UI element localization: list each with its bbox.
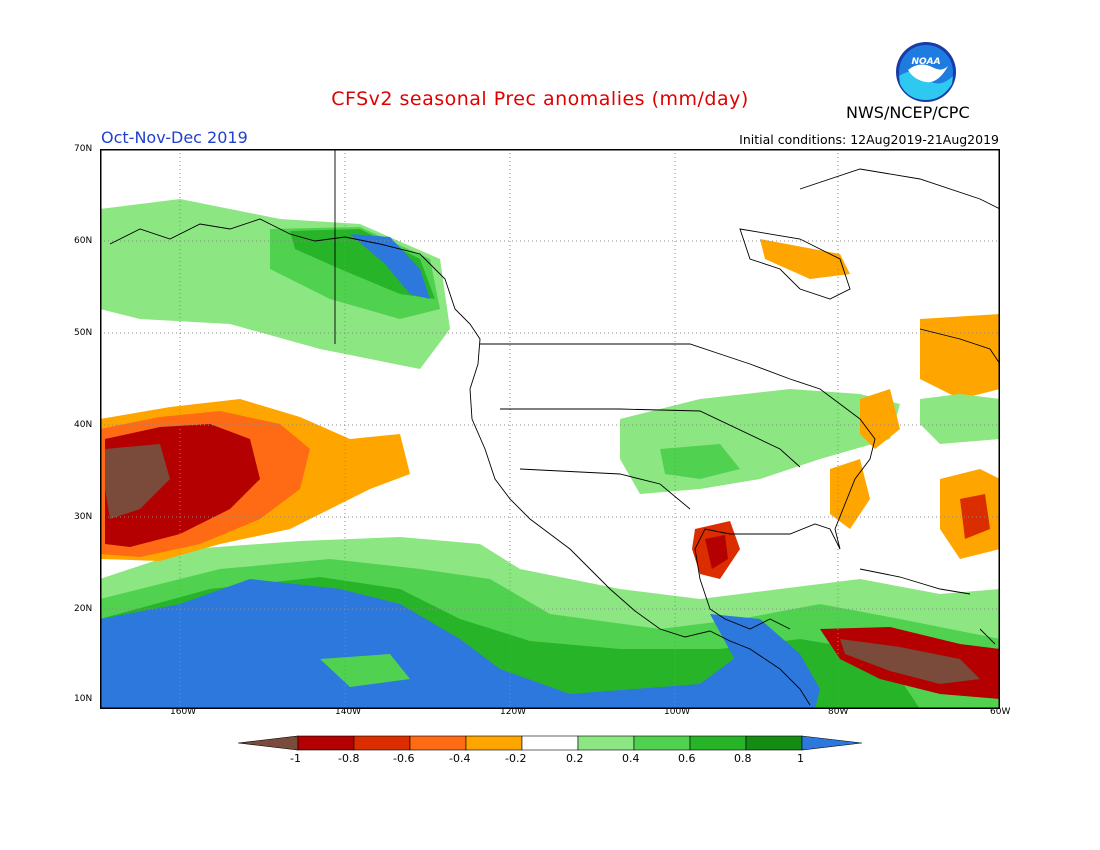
alaska-wet-dark bbox=[290, 229, 435, 299]
legend-tick: -0.6 bbox=[393, 752, 415, 765]
legend-swatch bbox=[521, 735, 579, 751]
legend-tick: -1 bbox=[290, 752, 301, 765]
legend-tick: 0.6 bbox=[678, 752, 696, 765]
legend-tick: 0.2 bbox=[566, 752, 584, 765]
tropical-wet-blue bbox=[100, 579, 800, 709]
initial-conditions: Initial conditions: 12Aug2019-21Aug2019 bbox=[739, 132, 999, 147]
legend-tick: 0.8 bbox=[734, 752, 752, 765]
eastcoast-dry bbox=[860, 389, 900, 449]
lat-label: 20N bbox=[74, 604, 93, 614]
lon-label: 160W bbox=[170, 707, 197, 717]
legend-swatch bbox=[409, 735, 467, 751]
caribbean-brown bbox=[840, 639, 980, 684]
lat-label: 60N bbox=[74, 236, 93, 246]
atlantic-dry-core bbox=[960, 494, 990, 539]
hudson-dry bbox=[760, 239, 850, 279]
tropical-wet-blue-2 bbox=[710, 614, 820, 709]
pacific-dry-brown bbox=[105, 444, 170, 519]
green-island bbox=[320, 654, 410, 687]
lon-label: 120W bbox=[500, 707, 527, 717]
lon-label: 80W bbox=[828, 707, 849, 717]
graticule bbox=[100, 149, 1000, 709]
atlantic-wet bbox=[920, 394, 1000, 444]
legend-swatch bbox=[745, 735, 803, 751]
legend-tick: 1 bbox=[797, 752, 804, 765]
lon-label: 100W bbox=[664, 707, 691, 717]
lat-label: 40N bbox=[74, 420, 93, 430]
legend-swatch bbox=[353, 735, 411, 751]
central-us-wet-mid bbox=[660, 444, 740, 479]
agency-label: NWS/NCEP/CPC bbox=[846, 103, 970, 122]
logo-text: NOAA bbox=[911, 57, 940, 67]
anomaly-map bbox=[100, 149, 1000, 709]
lon-label: 60W bbox=[990, 707, 1011, 717]
anomaly-fields bbox=[100, 199, 1000, 709]
lat-label: 70N bbox=[74, 144, 93, 154]
legend-tick: -0.2 bbox=[505, 752, 527, 765]
legend-tick: -0.4 bbox=[449, 752, 471, 765]
legend-swatch bbox=[689, 735, 747, 751]
southeast-us-dry bbox=[830, 459, 870, 529]
coastlines bbox=[109, 149, 1000, 706]
legend-swatch bbox=[465, 735, 523, 751]
legend-swatch bbox=[633, 735, 691, 751]
lon-label: 140W bbox=[335, 707, 362, 717]
noaa-logo: NOAA bbox=[896, 42, 956, 102]
legend-tick: 0.4 bbox=[622, 752, 640, 765]
alaska-wet-blue bbox=[350, 234, 430, 299]
forecast-period: Oct-Nov-Dec 2019 bbox=[101, 128, 248, 147]
newfoundland-dry bbox=[920, 314, 1000, 399]
legend-arrow-low bbox=[238, 735, 299, 751]
legend-swatch bbox=[297, 735, 355, 751]
gulf-dry-core bbox=[705, 535, 728, 569]
lat-label: 30N bbox=[74, 512, 93, 522]
lat-label: 10N bbox=[74, 694, 93, 704]
legend-swatch bbox=[577, 735, 635, 751]
lat-label: 50N bbox=[74, 328, 93, 338]
legend-arrow-high bbox=[801, 735, 862, 751]
legend-colorbar bbox=[238, 735, 862, 751]
legend-tick: -0.8 bbox=[338, 752, 360, 765]
map-frame bbox=[100, 149, 1000, 709]
map-title: CFSv2 seasonal Prec anomalies (mm/day) bbox=[331, 88, 749, 110]
